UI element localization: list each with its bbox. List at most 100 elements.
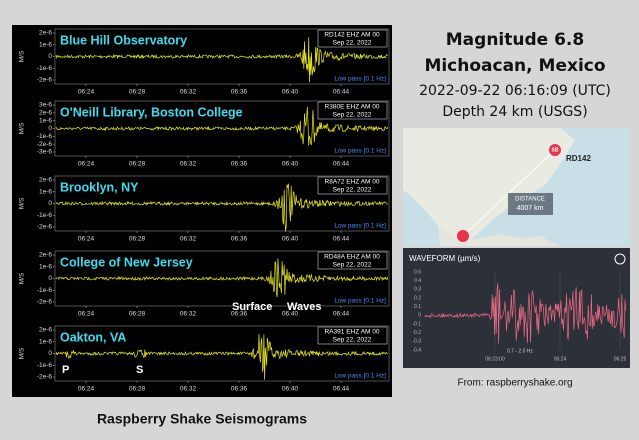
x-tick-label: 06:32 [180,161,197,168]
y-tick-label: 2e-6 [39,252,52,259]
y-tick-label: 0 [48,350,52,357]
y-tick-label: 0 [48,200,52,207]
waveform-bg [403,248,630,368]
waveform-trace [424,282,627,344]
y-tick-label: 1e-6 [39,338,52,345]
info-icon[interactable] [614,253,626,265]
x-tick-label: 06:28 [129,161,146,168]
map-land [403,128,575,240]
y-tick-label: 2e-6 [39,327,52,334]
x-tick-label: 06:28 [129,311,146,318]
y-unit: M/S [19,272,26,284]
x-tick-label: 06:44 [333,386,350,393]
filter: Low pass [0.1 Hz] [334,76,386,83]
waveform-y-label: 0.5 [414,269,421,275]
y-tick-label: -1e-6 [37,133,53,140]
y-tick-label: 0 [48,53,52,60]
date: Sep 22, 2022 [333,40,372,47]
waveform-y-label: 0.4 [414,278,421,284]
map: SB RD142 DISTANCE 4007 km [403,128,630,246]
waveform-y-label: -0.3 [412,339,421,345]
x-tick-label: 06:32 [180,236,197,243]
magnitude: Magnitude 6.8 [446,30,584,50]
station-label: Oakton, VA [60,330,126,344]
waveform-note: 0.7 - 2.0 Hz [507,348,533,354]
y-tick-label: 2e-6 [39,30,52,37]
x-tick-label: 06:28 [129,89,146,96]
station-label: College of New Jersey [60,255,193,269]
y-tick-label: -3e-6 [37,149,53,156]
x-tick-label: 06:36 [231,236,248,243]
channel-box [317,29,388,48]
x-tick-label: 06:36 [231,386,248,393]
x-tick-label: 06:36 [231,311,248,318]
filter: Low pass [0.1 Hz] [334,373,386,380]
y-tick-label: -2e-6 [37,141,53,148]
waveform-y-label: 0.3 [414,287,421,293]
waveform-y-label: -0.4 [412,347,421,353]
y-tick-label: 3e-6 [39,102,52,109]
y-unit: M/S [19,347,26,359]
x-tick-label: 06:40 [282,89,299,96]
channel-box [317,251,388,270]
y-unit: M/S [19,122,26,134]
station-label: O'Neill Library, Boston College [60,105,243,119]
y-tick-label: 1e-6 [39,41,52,48]
waveform-panel: WAVEFORM (µm/s) 0.7 - 2.0 Hz [403,248,630,368]
y-unit: M/S [19,197,26,209]
x-tick-label: 06:36 [231,161,248,168]
waveform-y-label: 0.1 [414,304,421,310]
epicenter [457,230,469,242]
x-tick-label: 06:40 [282,386,299,393]
x-tick-label: 06:44 [333,89,350,96]
waveform-y-label: 0 [418,313,421,319]
y-tick-label: 0 [48,125,52,132]
seismogram-trace [55,183,388,232]
station-label: Brooklyn, NY [60,180,139,194]
x-tick-label: 06:36 [231,89,248,96]
x-tick-label: 06:44 [333,161,350,168]
channel-box [317,101,388,120]
x-tick-label: 06:44 [333,236,350,243]
y-tick-label: -1e-6 [37,65,53,72]
y-unit: M/S [19,50,26,62]
annotation: Waves [287,301,321,313]
y-tick-label: 0 [48,275,52,282]
y-tick-label: -1e-6 [37,287,53,294]
waveform-x-label: 06:25 [614,356,627,362]
location: Michoacan, Mexico [424,56,605,76]
date: Sep 22, 2022 [333,337,372,344]
waveform-title: WAVEFORM (µm/s) [409,254,481,263]
x-tick-label: 06:24 [78,311,95,318]
y-tick-label: -2e-6 [37,224,53,231]
channel: RD142 EHZ AM 00 [324,32,380,39]
y-tick-label: 1e-6 [39,117,52,124]
x-tick-label: 06:24 [78,89,95,96]
channel-box [317,326,388,345]
depth: Depth 24 km (USGS) [442,104,587,120]
seismogram-trace [55,106,389,146]
waveform-y-label: -0.1 [412,321,421,327]
channel: RD48A EHZ AM 00 [324,254,380,261]
annotation: P [62,364,69,376]
x-tick-label: 06:40 [282,311,299,318]
channel: RA391 EHZ AM 00 [325,329,380,336]
channel: R380E EHZ AM 00 [325,104,380,111]
x-tick-label: 06:24 [78,386,95,393]
x-tick-label: 06:28 [129,386,146,393]
y-tick-label: -2e-6 [37,77,53,84]
y-tick-label: -1e-6 [37,212,53,219]
x-tick-label: 06:32 [180,89,197,96]
marker-label: SB [552,147,559,153]
source: From: raspberryshake.org [457,378,572,389]
y-tick-label: 2e-6 [39,110,52,117]
date: Sep 22, 2022 [333,187,372,194]
station-label: Blue Hill Observatory [60,33,187,47]
date: Sep 22, 2022 [333,112,372,119]
waveform-y-label: -0.2 [412,330,421,336]
waveform-x-label: 06:24 [554,356,567,362]
channel: R8A72 EHZ AM 00 [325,179,380,186]
distance: 4007 km [517,205,544,212]
map-land [438,226,560,246]
